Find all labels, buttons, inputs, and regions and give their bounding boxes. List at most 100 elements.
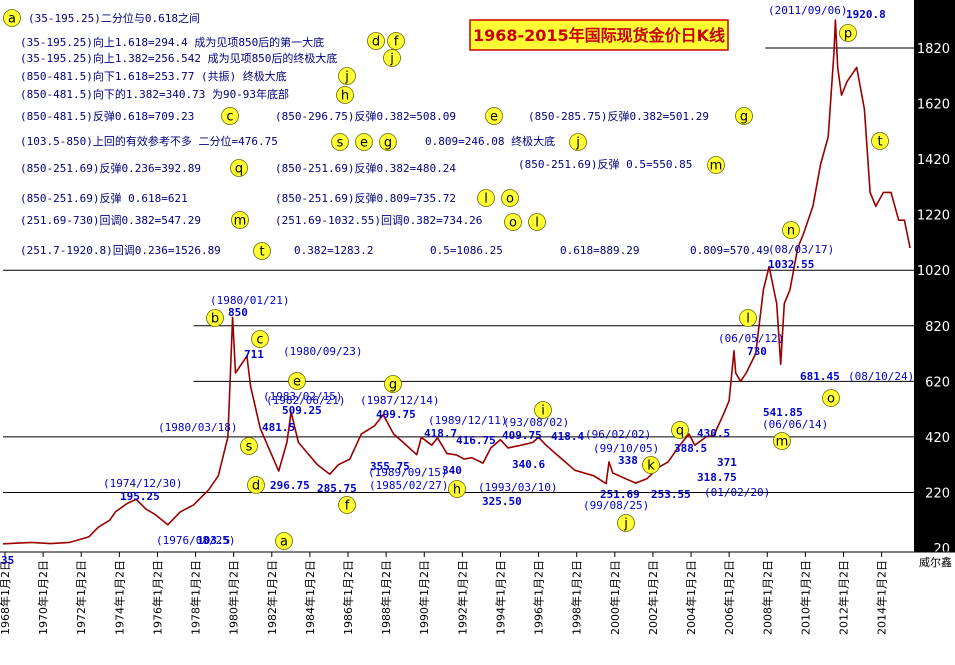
peak-circles: a b c d e f g h i j k l m n o p q t s bbox=[206, 24, 889, 550]
point-value-label: 325.50 bbox=[482, 495, 522, 508]
title-text: 1968-2015年国际现货金价日K线 bbox=[473, 26, 725, 45]
point-value-label: 409.75 bbox=[502, 429, 542, 442]
peak-marker-d: d bbox=[247, 476, 265, 494]
marker-letter: c bbox=[226, 110, 233, 125]
point-value-label: 285.75 bbox=[317, 482, 357, 495]
peak-marker-l: l bbox=[739, 309, 757, 327]
point-date-label: (08/03/17) bbox=[768, 243, 834, 256]
marker-circle bbox=[355, 133, 373, 151]
marker-circle bbox=[379, 133, 397, 151]
point-date-label: (99/08/25) bbox=[583, 499, 649, 512]
point-date-label: (1974/12/30) bbox=[103, 477, 182, 490]
note-marker-m: m bbox=[231, 211, 249, 229]
marker-circle bbox=[221, 107, 239, 125]
point-date-label: (1987/12/14) bbox=[360, 394, 439, 407]
x-tick-label: 1998年1月2日 bbox=[570, 560, 584, 635]
y-tick-label: 1820 bbox=[917, 42, 950, 57]
marker-letter: t bbox=[259, 245, 264, 260]
marker-circle bbox=[504, 213, 522, 231]
note-text: (850-251.69)反弹 0.618=621 bbox=[20, 191, 188, 205]
annotation-notes: (35-195.25)二分位与0.618之间 a (35-195.25)向上1.61… bbox=[3, 9, 769, 260]
note-text: 0.382=1283.2 bbox=[294, 244, 373, 257]
x-tick-label: 1990年1月2日 bbox=[417, 560, 431, 635]
marker-letter: e bbox=[360, 136, 368, 151]
marker-circle bbox=[338, 496, 356, 514]
peak-marker-k: k bbox=[642, 456, 660, 474]
marker-circle bbox=[773, 432, 791, 450]
x-tick-label: 1974年1月2日 bbox=[112, 560, 126, 635]
note-marker-s: s bbox=[331, 133, 349, 151]
peak-marker-t: t bbox=[871, 132, 889, 150]
y-tick-label: 1420 bbox=[917, 153, 950, 168]
peak-marker-c: c bbox=[251, 330, 269, 348]
point-labels: (1980/01/21)850 (1980/09/23) 711 (1974/12/3… bbox=[1, 4, 914, 567]
point-value-label: 35 bbox=[1, 554, 14, 567]
marker-circle bbox=[617, 514, 635, 532]
marker-circle bbox=[642, 456, 660, 474]
note-marker-j: j bbox=[569, 133, 587, 151]
y-tick-label: 1020 bbox=[917, 264, 950, 279]
marker-letter: l bbox=[535, 216, 539, 231]
x-axis: 1968年1月2日 1970年1月2日 1972年1月2日 1974年1月2日 1976… bbox=[0, 551, 955, 635]
x-tick-label: 1976年1月2日 bbox=[150, 560, 164, 635]
point-date-label: (1993/03/10) bbox=[478, 481, 557, 494]
note-text: (850-296.75)反弹0.382=508.09 bbox=[275, 109, 456, 123]
note-marker-o: o bbox=[501, 189, 519, 207]
peak-marker-a: a bbox=[275, 532, 293, 550]
marker-circle bbox=[782, 221, 800, 239]
peak-marker-o: o bbox=[822, 389, 840, 407]
point-value-label: 296.75 bbox=[270, 479, 310, 492]
point-value-label: 340 bbox=[442, 464, 462, 477]
marker-circle bbox=[739, 309, 757, 327]
peak-marker-m: m bbox=[773, 432, 791, 450]
note-marker-o: o bbox=[504, 213, 522, 231]
point-value-label: 338 bbox=[618, 454, 638, 467]
point-date-label: (06/06/14) bbox=[762, 418, 828, 431]
note-marker-f: f bbox=[387, 32, 405, 50]
x-tick-label: 2004年1月2日 bbox=[684, 560, 698, 635]
note-marker-l: l bbox=[528, 213, 546, 231]
marker-letter: m bbox=[710, 159, 723, 174]
x-tick-label: 1994年1月2日 bbox=[493, 560, 507, 635]
x-tick-label: 2000年1月2日 bbox=[608, 560, 622, 635]
note-text: (850-285.75)反弹0.382=501.29 bbox=[528, 109, 709, 123]
marker-circle bbox=[336, 86, 354, 104]
y-axis-ticks: 20 220 420 620 820 1020 1220 1420 1620 1820 bbox=[917, 42, 950, 557]
marker-circle bbox=[485, 107, 503, 125]
marker-circle bbox=[822, 389, 840, 407]
note-text: (103.5-850)上回的有效参考不多 二分位=476.75 bbox=[20, 134, 278, 148]
peak-marker-q: q bbox=[671, 421, 689, 439]
point-value-label: 711 bbox=[244, 348, 264, 361]
marker-letter: a bbox=[8, 12, 16, 27]
x-tick-label: 1978年1月2日 bbox=[189, 560, 203, 635]
point-value-label: 509.25 bbox=[282, 404, 322, 417]
point-value-label: 195.25 bbox=[120, 490, 160, 503]
note-marker-a: a bbox=[3, 9, 21, 27]
marker-circle bbox=[3, 9, 21, 27]
x-tick-label: 1986年1月2日 bbox=[341, 560, 355, 635]
marker-letter: b bbox=[211, 312, 219, 327]
point-value-label: 371 bbox=[717, 456, 737, 469]
marker-letter: j bbox=[344, 70, 349, 85]
point-value-label: 681.45 bbox=[800, 370, 840, 383]
x-tick-label: 1996年1月2日 bbox=[532, 560, 546, 635]
note-marker-m: m bbox=[707, 156, 725, 174]
marker-circle bbox=[206, 309, 224, 327]
marker-letter: a bbox=[280, 535, 288, 550]
note-text: (850-251.69)反弹 0.5=550.85 bbox=[518, 157, 692, 171]
point-value-label: 499.75 bbox=[376, 408, 416, 421]
point-value-label: 730 bbox=[747, 345, 767, 358]
marker-circle bbox=[387, 32, 405, 50]
peak-marker-s: s bbox=[240, 437, 258, 455]
marker-circle bbox=[839, 24, 857, 42]
marker-letter: l bbox=[484, 192, 488, 207]
marker-circle bbox=[288, 372, 306, 390]
note-marker-q: q bbox=[230, 159, 248, 177]
note-text: (251.69-730)回调0.382=547.29 bbox=[20, 214, 201, 227]
note-marker-h: h bbox=[336, 86, 354, 104]
credit-text: 威尔鑫 bbox=[919, 555, 952, 569]
note-marker-e: e bbox=[485, 107, 503, 125]
point-date-label: (01/02/20) bbox=[704, 486, 770, 499]
